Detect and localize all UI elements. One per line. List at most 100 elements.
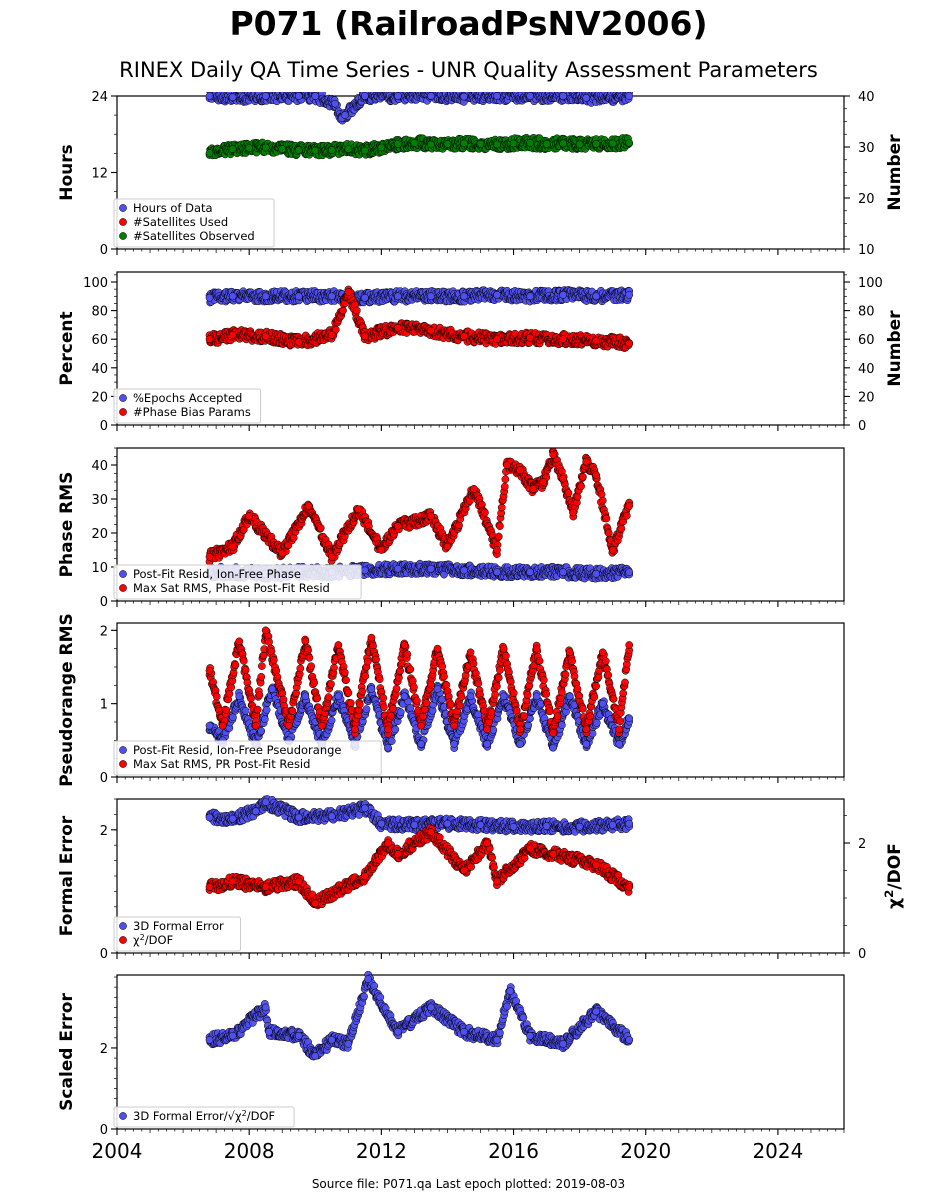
data-point — [427, 564, 435, 573]
data-point — [542, 140, 551, 148]
data-point — [245, 512, 254, 520]
y2-tick-label: 100 — [858, 276, 883, 291]
data-point — [625, 92, 634, 100]
y-tick-label: 24 — [91, 90, 108, 105]
data-point — [500, 482, 509, 491]
y-tick-label: 0 — [100, 595, 108, 610]
y-axis-label: Percent — [57, 311, 77, 385]
data-point — [470, 484, 478, 493]
data-point — [617, 524, 626, 533]
data-point — [394, 323, 402, 332]
data-point — [443, 542, 452, 551]
data-point — [481, 508, 489, 517]
data-point — [327, 331, 336, 339]
legend-box — [113, 198, 275, 248]
y-tick-label: 0 — [100, 243, 108, 258]
data-point — [460, 292, 468, 301]
data-point — [493, 291, 501, 299]
data-point — [559, 474, 567, 483]
figure-subtitle: RINEX Daily QA Time Series - UNR Quality… — [119, 58, 818, 82]
data-point — [311, 146, 320, 155]
data-point — [352, 306, 361, 315]
data-point — [205, 552, 214, 561]
legend-label: #Satellites Observed — [133, 229, 255, 243]
data-point — [354, 505, 363, 514]
data-point — [377, 143, 386, 152]
data-point — [261, 332, 270, 341]
data-point — [493, 140, 501, 149]
data-point — [316, 524, 325, 532]
data-point — [327, 552, 336, 561]
data-point — [228, 145, 237, 153]
data-point — [608, 139, 617, 148]
data-point — [278, 549, 287, 558]
data-point — [262, 706, 271, 714]
y2-axis-label: Number — [885, 134, 905, 211]
data-point — [294, 338, 303, 346]
y2-tick-label: 20 — [858, 390, 875, 405]
data-point — [360, 293, 369, 302]
legend-marker — [119, 394, 127, 402]
data-point — [455, 521, 463, 530]
data-point — [625, 291, 634, 299]
legend-label: Post-Fit Resid, Ion-Free Phase — [133, 567, 301, 581]
legend-label: #Satellites Used — [133, 215, 228, 229]
data-point — [394, 564, 402, 573]
data-point — [592, 569, 601, 578]
data-point — [427, 326, 435, 335]
data-point — [496, 522, 504, 530]
data-point — [476, 140, 485, 148]
data-point — [598, 496, 607, 505]
data-point — [549, 450, 558, 459]
legend-label: %Epochs Accepted — [133, 391, 242, 405]
legend-marker — [119, 232, 127, 240]
data-point — [427, 140, 435, 149]
y2-tick-label: 0 — [858, 419, 866, 434]
y2-tick-label: 10 — [858, 243, 875, 258]
y-tick-label: 20 — [91, 390, 108, 405]
data-point — [245, 144, 254, 152]
y-tick-label: 100 — [83, 276, 108, 291]
panel-2: 020406080100Percent020406080100Number%Ep… — [57, 271, 905, 434]
y2-tick-label: 40 — [858, 90, 875, 105]
data-point — [341, 111, 349, 119]
data-point — [579, 473, 587, 481]
data-point — [539, 478, 548, 486]
legend-label: Hours of Data — [133, 201, 213, 215]
y-tick-label: 30 — [91, 493, 108, 508]
data-point — [205, 149, 214, 157]
y-tick-label: 10 — [91, 561, 108, 576]
data-point — [501, 475, 510, 484]
data-point — [564, 489, 573, 497]
data-point — [559, 291, 567, 299]
data-point — [394, 140, 402, 148]
data-point — [526, 92, 534, 100]
legend-marker — [119, 218, 127, 226]
data-point — [228, 292, 237, 301]
y-tick-label: 20 — [91, 527, 108, 542]
data-point — [460, 566, 468, 575]
y2-tick-label: 60 — [858, 333, 875, 348]
data-point — [604, 529, 613, 537]
data-point — [608, 546, 617, 554]
legend-marker — [119, 584, 127, 592]
data-point — [516, 466, 525, 474]
data-point — [427, 512, 435, 520]
data-point — [360, 92, 369, 100]
data-point — [205, 92, 214, 100]
y2-tick-label: 20 — [858, 192, 875, 207]
data-point — [205, 335, 214, 344]
y-tick-label: 0 — [100, 419, 108, 434]
y-tick-label: 12 — [91, 167, 108, 182]
y2-tick-label: 40 — [858, 362, 875, 377]
series-1-cloud — [205, 286, 634, 307]
y2-tick-label: 80 — [858, 305, 875, 320]
data-point — [493, 335, 501, 344]
data-point — [331, 99, 339, 108]
series-3-cloud — [205, 133, 634, 160]
data-point — [327, 716, 336, 725]
data-point — [360, 566, 369, 575]
